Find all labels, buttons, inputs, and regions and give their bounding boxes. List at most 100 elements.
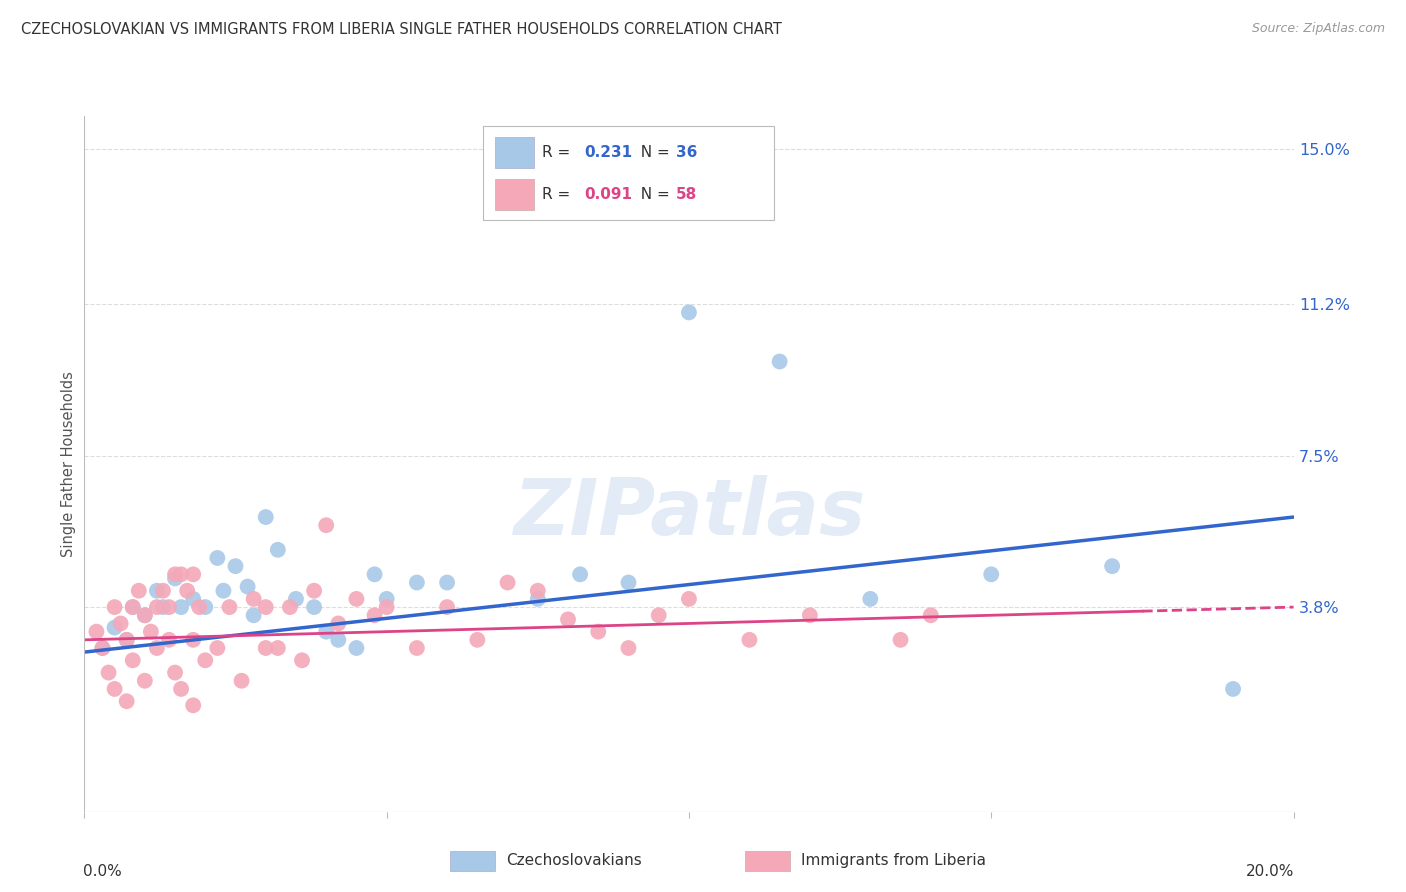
- Point: [212, 583, 235, 598]
- Point: [157, 632, 180, 647]
- Point: [152, 600, 174, 615]
- Point: [86, 624, 108, 639]
- Point: [375, 591, 398, 606]
- Point: [146, 640, 169, 655]
- Point: [315, 518, 337, 533]
- Point: [328, 632, 350, 647]
- Point: [254, 600, 277, 615]
- Point: [104, 621, 127, 635]
- Point: [588, 624, 610, 639]
- Text: ZIPatlas: ZIPatlas: [513, 475, 865, 550]
- Point: [278, 600, 301, 615]
- Point: [170, 681, 193, 696]
- Text: 20.0%: 20.0%: [1246, 863, 1295, 879]
- Text: N =: N =: [631, 186, 675, 202]
- Point: [121, 600, 143, 615]
- Point: [328, 616, 350, 631]
- Point: [207, 640, 229, 655]
- Point: [890, 632, 912, 647]
- Point: [104, 600, 127, 615]
- Point: [1222, 681, 1244, 696]
- Point: [170, 567, 193, 582]
- Point: [134, 608, 156, 623]
- Point: [146, 600, 169, 615]
- Point: [291, 653, 314, 667]
- Point: [363, 567, 385, 582]
- Point: [527, 583, 550, 598]
- Text: Immigrants from Liberia: Immigrants from Liberia: [801, 854, 987, 868]
- Text: N =: N =: [631, 145, 675, 161]
- Point: [738, 632, 761, 647]
- Point: [128, 583, 150, 598]
- Point: [254, 640, 277, 655]
- Point: [648, 608, 671, 623]
- Point: [236, 580, 259, 594]
- Point: [115, 632, 138, 647]
- Point: [859, 591, 882, 606]
- Point: [165, 567, 187, 582]
- Point: [346, 640, 368, 655]
- Y-axis label: Single Father Households: Single Father Households: [60, 371, 76, 557]
- Text: 36: 36: [676, 145, 697, 161]
- Point: [115, 632, 138, 647]
- Point: [181, 567, 204, 582]
- Point: [242, 608, 264, 623]
- Point: [170, 600, 193, 615]
- Point: [557, 612, 579, 626]
- Point: [231, 673, 253, 688]
- Point: [134, 673, 156, 688]
- Text: R =: R =: [543, 145, 575, 161]
- Point: [152, 583, 174, 598]
- Point: [181, 632, 204, 647]
- Point: [121, 653, 143, 667]
- Point: [134, 608, 156, 623]
- Text: 0.231: 0.231: [585, 145, 633, 161]
- Point: [436, 600, 458, 615]
- Point: [617, 575, 640, 590]
- Text: R =: R =: [543, 186, 575, 202]
- Text: 58: 58: [676, 186, 697, 202]
- Point: [188, 600, 211, 615]
- Point: [115, 694, 138, 708]
- Point: [267, 542, 290, 557]
- Text: CZECHOSLOVAKIAN VS IMMIGRANTS FROM LIBERIA SINGLE FATHER HOUSEHOLDS CORRELATION : CZECHOSLOVAKIAN VS IMMIGRANTS FROM LIBER…: [21, 22, 782, 37]
- Point: [91, 640, 114, 655]
- Point: [97, 665, 120, 680]
- Point: [1101, 559, 1123, 574]
- Point: [467, 632, 489, 647]
- Point: [267, 640, 290, 655]
- Point: [302, 600, 325, 615]
- Text: 0.0%: 0.0%: [83, 863, 122, 879]
- Point: [254, 510, 277, 524]
- Point: [104, 681, 127, 696]
- Point: [139, 624, 162, 639]
- Point: [406, 575, 429, 590]
- Point: [920, 608, 942, 623]
- Point: [527, 591, 550, 606]
- Point: [285, 591, 308, 606]
- Point: [496, 575, 519, 590]
- Point: [218, 600, 240, 615]
- Point: [678, 305, 700, 319]
- Point: [165, 571, 187, 585]
- Point: [176, 583, 198, 598]
- Point: [617, 640, 640, 655]
- Point: [769, 354, 792, 368]
- Point: [91, 640, 114, 655]
- Point: [194, 653, 217, 667]
- Point: [181, 698, 204, 713]
- Point: [363, 608, 385, 623]
- Point: [207, 551, 229, 566]
- Point: [302, 583, 325, 598]
- Point: [678, 591, 700, 606]
- Text: 0.091: 0.091: [585, 186, 633, 202]
- Point: [980, 567, 1002, 582]
- Point: [121, 600, 143, 615]
- Point: [225, 559, 247, 574]
- Point: [799, 608, 821, 623]
- Point: [346, 591, 368, 606]
- Point: [242, 591, 264, 606]
- Point: [436, 575, 458, 590]
- Point: [110, 616, 132, 631]
- Point: [315, 624, 337, 639]
